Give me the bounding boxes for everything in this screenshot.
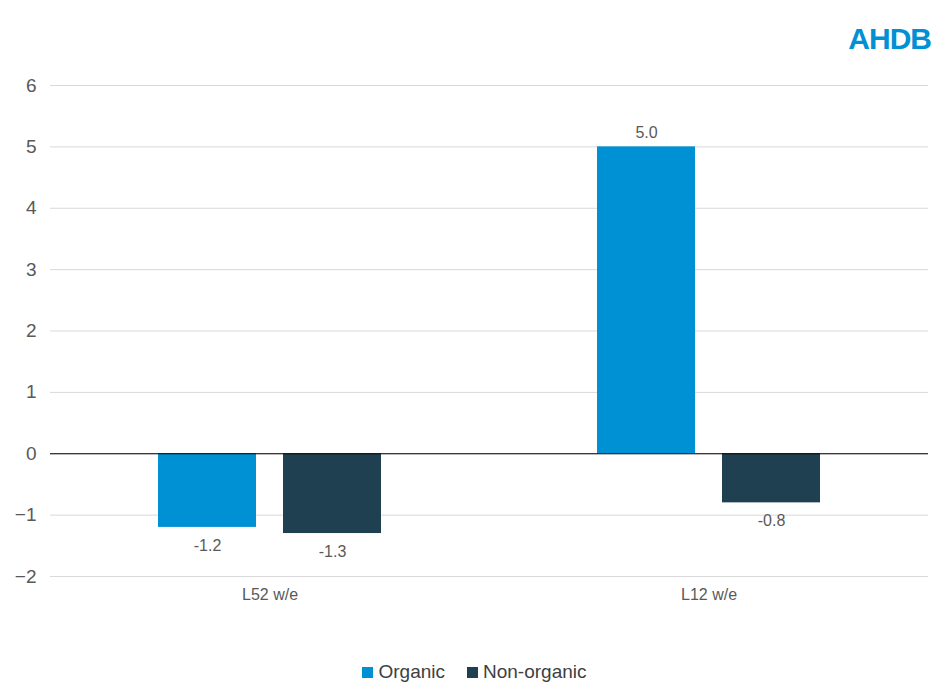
svg-text:6: 6	[26, 75, 37, 96]
html-text:Organic: Organic	[378, 660, 445, 682]
svg-text:-1.3: -1.3	[319, 543, 347, 560]
html-text:Non-organic: Non-organic	[483, 660, 587, 682]
svg-text:L12 w/e: L12 w/e	[681, 586, 737, 603]
svg-text:−2: −2	[15, 566, 37, 587]
svg-text:1: 1	[26, 381, 37, 402]
html-text:AHDB: AHDB	[848, 22, 931, 55]
svg-text:-0.8: -0.8	[758, 512, 786, 529]
svg-text:2: 2	[26, 320, 37, 341]
svg-text:3: 3	[26, 259, 37, 280]
svg-text:0: 0	[26, 443, 37, 464]
svg-text:−1: −1	[15, 504, 37, 525]
svg-text:5.0: 5.0	[635, 124, 657, 141]
svg-text:L52 w/e: L52 w/e	[242, 586, 298, 603]
svg-text:4: 4	[26, 197, 37, 218]
svg-text:5: 5	[26, 136, 37, 157]
svg-text:-1.2: -1.2	[194, 537, 222, 554]
